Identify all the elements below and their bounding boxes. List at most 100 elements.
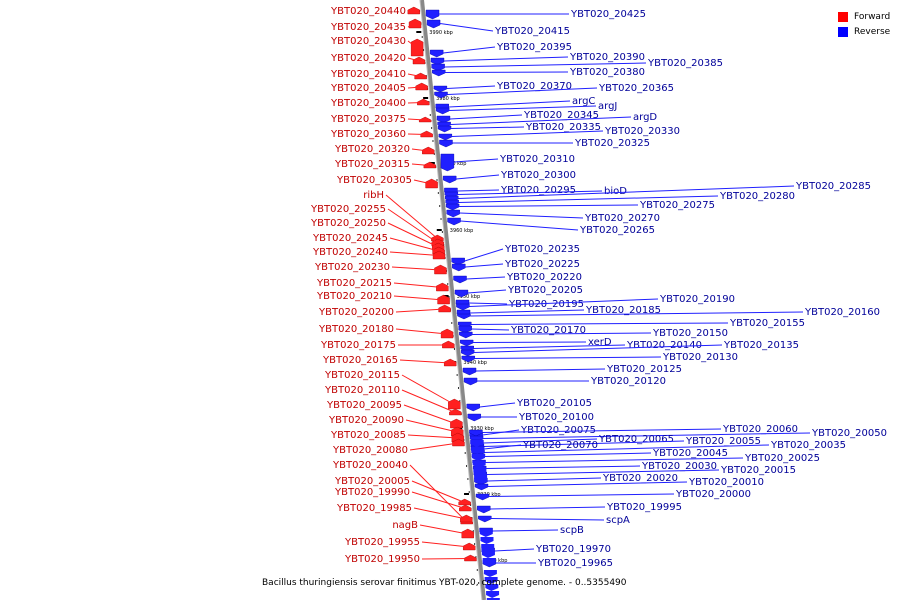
reverse-gene-feature [485, 584, 499, 591]
forward-gene-feature [452, 438, 465, 447]
forward-gene-connector [395, 308, 445, 313]
forward-gene-label: YBT020_20200 [318, 307, 394, 318]
reverse-gene-label: YBT020_20150 [652, 328, 728, 339]
reverse-gene-connector [458, 195, 719, 203]
reverse-gene-connector [476, 368, 606, 372]
reverse-gene-label: YBT020_20280 [719, 191, 795, 202]
reverse-gene-connector [457, 189, 500, 192]
reverse-gene-label: YBT020_20155 [729, 318, 805, 329]
reverse-gene-feature [481, 551, 495, 558]
reverse-gene-label: YBT020_20395 [496, 42, 572, 53]
reverse-gene-label: bioD [604, 186, 627, 197]
reverse-gene-label: YBT020_20390 [569, 52, 645, 63]
reverse-gene-feature [469, 429, 483, 437]
reverse-gene-connector [445, 71, 569, 73]
forward-gene-label: YBT020_20400 [330, 98, 406, 109]
reverse-gene-label: YBT020_20195 [508, 299, 584, 310]
reverse-gene-connector [466, 276, 506, 280]
reverse-gene-feature [446, 209, 460, 218]
reverse-gene-feature [437, 125, 452, 133]
reverse-gene-connector [459, 204, 639, 207]
reverse-gene-connector [484, 444, 522, 450]
reverse-gene-connector [468, 302, 508, 305]
reverse-gene-connector [483, 432, 811, 439]
position-dot [429, 114, 431, 116]
reverse-gene-label: YBT020_20105 [516, 398, 592, 409]
forward-gene-connector [399, 359, 451, 364]
position-dot [475, 556, 477, 558]
reverse-gene-label: YBT020_20030 [641, 461, 717, 472]
reverse-gene-feature [474, 475, 488, 482]
reverse-gene-label: argD [633, 112, 657, 123]
position-dot [441, 231, 443, 233]
forward-gene-label: YBT020_20085 [330, 430, 406, 441]
forward-gene-label: YBT020_19950 [344, 554, 420, 565]
legend-forward: Forward [838, 9, 890, 24]
forward-gene-label: YBT020_20320 [334, 144, 410, 155]
forward-gene-label: YBT020_19990 [334, 487, 410, 498]
reverse-gene-label: YBT020_20285 [795, 181, 871, 192]
reverse-swatch [838, 26, 848, 37]
reverse-gene-feature [452, 263, 466, 272]
reverse-gene-connector [451, 126, 525, 129]
reverse-gene-connector [451, 130, 604, 137]
reverse-gene-connector [459, 212, 584, 219]
reverse-gene-feature [474, 483, 489, 491]
reverse-gene-label: YBT020_19965 [537, 558, 613, 569]
reverse-gene-label: YBT020_20365 [598, 83, 674, 94]
reverse-gene-label: scpB [560, 525, 584, 536]
forward-gene-connector [387, 222, 439, 248]
position-dot [439, 205, 441, 207]
reverse-gene-connector [474, 344, 723, 353]
reverse-gene-connector [471, 328, 510, 331]
scale-tick-label: 3940 kbp [463, 360, 487, 366]
reverse-gene-feature [434, 91, 448, 99]
position-dot [423, 49, 425, 51]
reverse-gene-feature [440, 153, 455, 172]
forward-gene-feature [417, 98, 430, 106]
reverse-gene-connector [473, 341, 587, 343]
reverse-gene-feature [461, 355, 475, 363]
reverse-gene-connector [447, 87, 598, 95]
position-dot [464, 452, 466, 454]
reverse-gene-connector [458, 185, 795, 199]
forward-gene-label: YBT020_19955 [344, 537, 420, 548]
reverse-gene-connector [490, 506, 606, 510]
reverse-gene-label: YBT020_20385 [647, 58, 723, 69]
forward-gene-connector [407, 23, 416, 28]
reverse-gene-feature [477, 505, 491, 514]
position-dot [451, 322, 453, 324]
position-dot [437, 192, 439, 194]
genome-backbone [420, 0, 486, 600]
forward-gene-label: YBT020_20360 [330, 129, 406, 140]
position-dot [459, 400, 461, 402]
reverse-gene-label: YBT020_20015 [720, 465, 796, 476]
reverse-gene-connector [474, 356, 662, 359]
reverse-gene-connector [449, 114, 523, 120]
forward-gene-label: YBT020_20435 [330, 22, 406, 33]
forward-swatch [838, 11, 848, 22]
forward-gene-connector [411, 148, 429, 152]
reverse-gene-feature [457, 313, 471, 320]
forward-gene-connector [409, 442, 459, 451]
forward-gene-connector [393, 282, 443, 288]
forward-gene-connector [389, 237, 439, 252]
forward-gene-label: YBT020_20165 [322, 355, 398, 366]
position-dot [432, 140, 434, 142]
reverse-gene-connector [470, 309, 585, 314]
forward-gene-connector [411, 491, 466, 509]
scale-tick-label: 3950 kbp [457, 294, 481, 300]
reverse-gene-connector [443, 56, 569, 62]
reverse-gene-feature [425, 9, 440, 20]
reverse-gene-label: argJ [598, 101, 617, 112]
reverse-gene-feature [432, 69, 446, 77]
reverse-gene-label: YBT020_20275 [639, 200, 715, 211]
reverse-gene-feature [451, 257, 465, 266]
reverse-gene-connector [488, 481, 688, 487]
reverse-gene-connector [473, 344, 626, 349]
reverse-gene-label: YBT020_20160 [804, 307, 880, 318]
reverse-gene-connector [465, 263, 504, 268]
reverse-gene-connector [485, 457, 744, 463]
position-dot [467, 478, 469, 480]
